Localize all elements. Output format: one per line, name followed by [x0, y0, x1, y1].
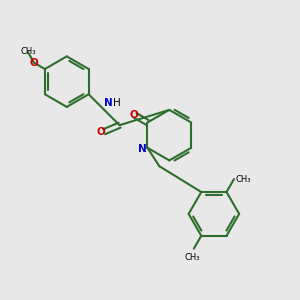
Text: CH₃: CH₃	[184, 253, 200, 262]
Text: CH₃: CH₃	[20, 47, 36, 56]
Text: O: O	[30, 58, 38, 68]
Text: H: H	[113, 98, 121, 108]
Text: N: N	[103, 98, 112, 108]
Text: O: O	[129, 110, 138, 120]
Text: O: O	[96, 127, 105, 137]
Text: N: N	[138, 144, 146, 154]
Text: CH₃: CH₃	[236, 175, 251, 184]
